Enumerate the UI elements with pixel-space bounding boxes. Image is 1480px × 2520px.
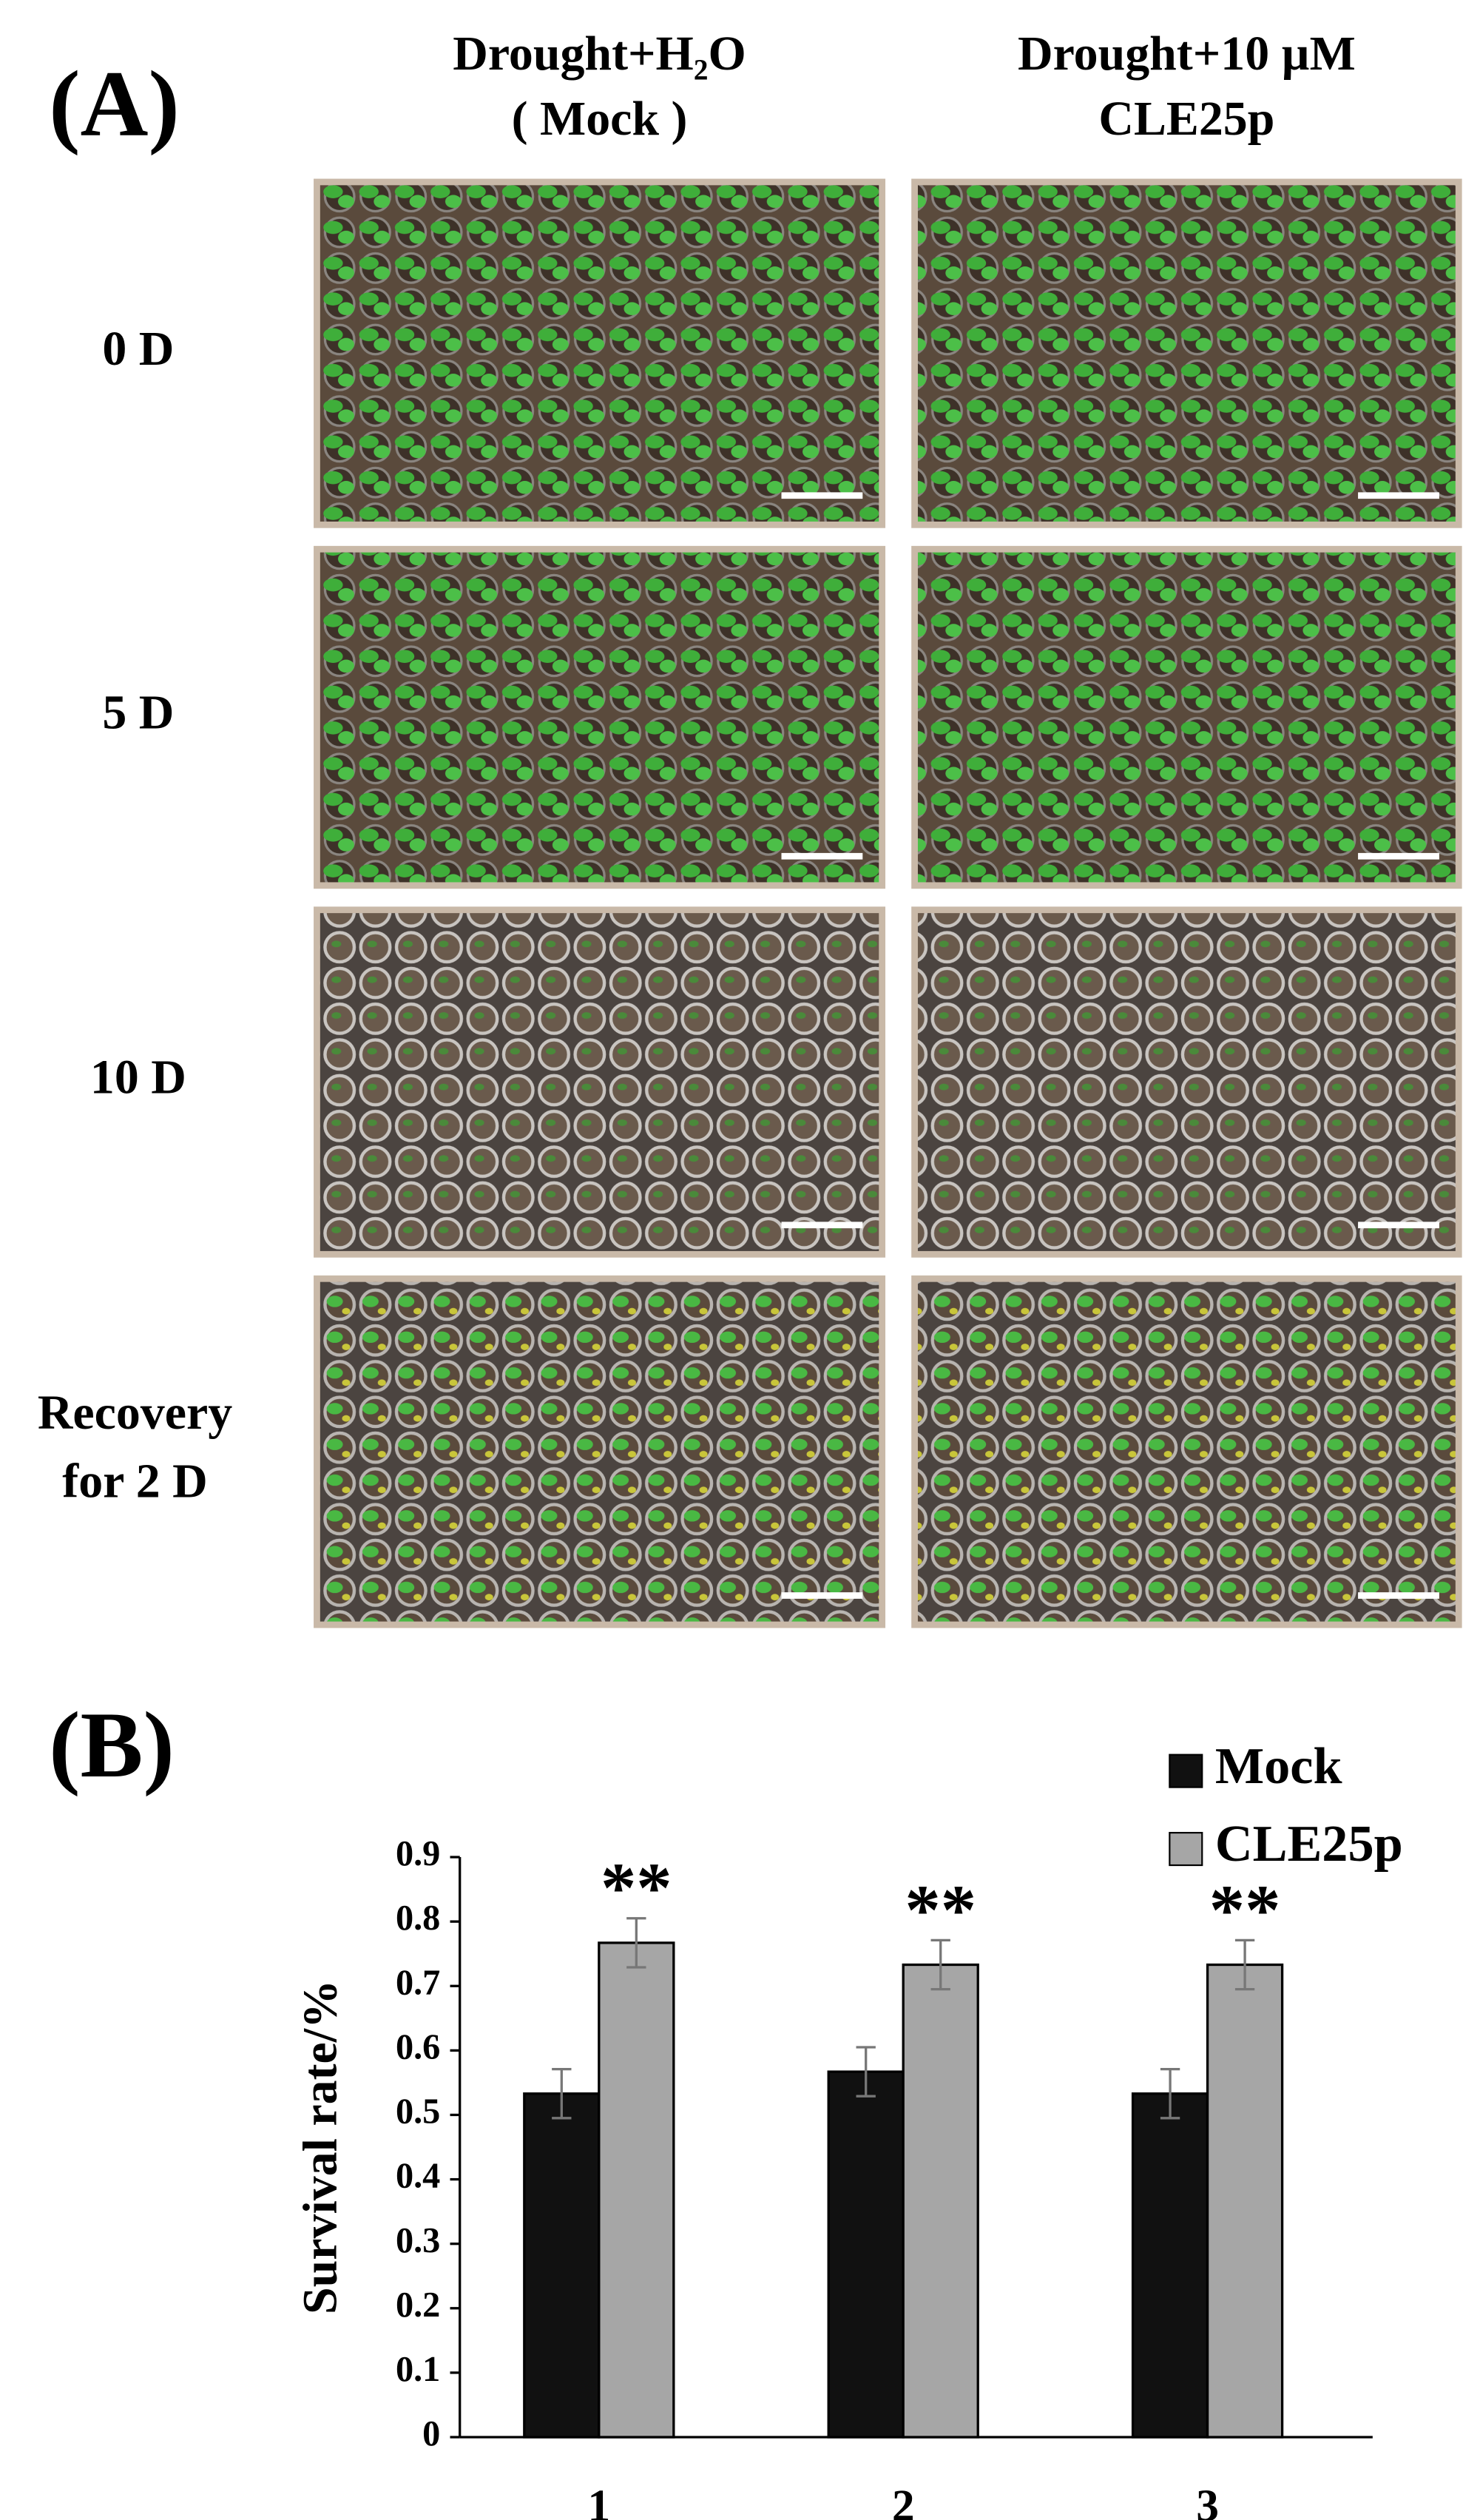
photo: [314, 545, 886, 889]
y-tick-label: 0.9: [396, 1834, 440, 1873]
y-axis-label: Survival rate/%: [294, 1980, 348, 2314]
legend-label: Mock: [1215, 1737, 1342, 1795]
y-tick-label: 0.1: [396, 2350, 440, 2389]
significance: **: [601, 1848, 672, 1927]
column-header: Drought+H₂O: [453, 27, 746, 81]
row-label: for 2 D: [62, 1454, 207, 1508]
x-tick-label: 2: [892, 2481, 915, 2520]
legend-swatch: [1169, 1831, 1203, 1867]
bar: [1206, 1963, 1284, 2439]
panel-label: (B): [49, 1693, 175, 1797]
error-bar: [1160, 2067, 1180, 2120]
photo: [314, 1275, 886, 1628]
error-bar: [1234, 1938, 1255, 1991]
y-tick-label: 0.2: [396, 2285, 440, 2325]
panel-a: (A) Drought+H₂O ( Mock ) Drought+10 µM CLE25…: [38, 27, 1462, 1628]
error-bar: [930, 1938, 950, 1991]
photo: [911, 1275, 1462, 1628]
panel-label: (A): [49, 52, 180, 156]
bar: [1131, 2092, 1209, 2439]
row-label: 10 D: [90, 1051, 186, 1105]
bar: [902, 1963, 979, 2439]
y-tick-label: 0.7: [396, 1963, 440, 2002]
photo: [314, 906, 886, 1258]
row-label: 5 D: [102, 686, 174, 740]
column-header: ( Mock ): [512, 92, 688, 146]
x-tick-label: 3: [1196, 2481, 1219, 2520]
photo: [911, 545, 1462, 889]
photo: [911, 906, 1462, 1258]
error-bar: [552, 2067, 572, 2120]
column-header: Drought+10 µM: [1018, 27, 1356, 81]
error-bar: [626, 1917, 646, 1969]
row-label: Recovery: [38, 1386, 232, 1440]
bar: [827, 2070, 905, 2439]
significance: **: [905, 1870, 976, 1950]
error-bar: [856, 2046, 876, 2098]
y-tick-label: 0.5: [396, 2092, 440, 2132]
column-header: CLE25p: [1098, 92, 1274, 146]
x-tick-label: 1: [587, 2481, 610, 2520]
y-tick-label: 0.6: [396, 2027, 440, 2066]
y-tick-label: 0.4: [396, 2157, 440, 2196]
legend-label: CLE25p: [1215, 1815, 1403, 1873]
y-tick-label: 0.8: [396, 1899, 440, 1938]
legend-swatch: [1169, 1753, 1203, 1788]
y-tick-label: 0: [422, 2414, 440, 2453]
bar: [523, 2092, 601, 2439]
significance: **: [1209, 1870, 1281, 1950]
bar: [598, 1941, 675, 2439]
photo: [314, 178, 886, 528]
y-tick-label: 0.3: [396, 2221, 440, 2260]
row-label: 0 D: [102, 322, 174, 376]
panel-b: (B) 0 0.1 0.2 0.3 0.4 0.5 0.6 0.7 0.8 0.9 Survival …: [49, 1693, 1403, 2520]
photo: [911, 178, 1462, 528]
